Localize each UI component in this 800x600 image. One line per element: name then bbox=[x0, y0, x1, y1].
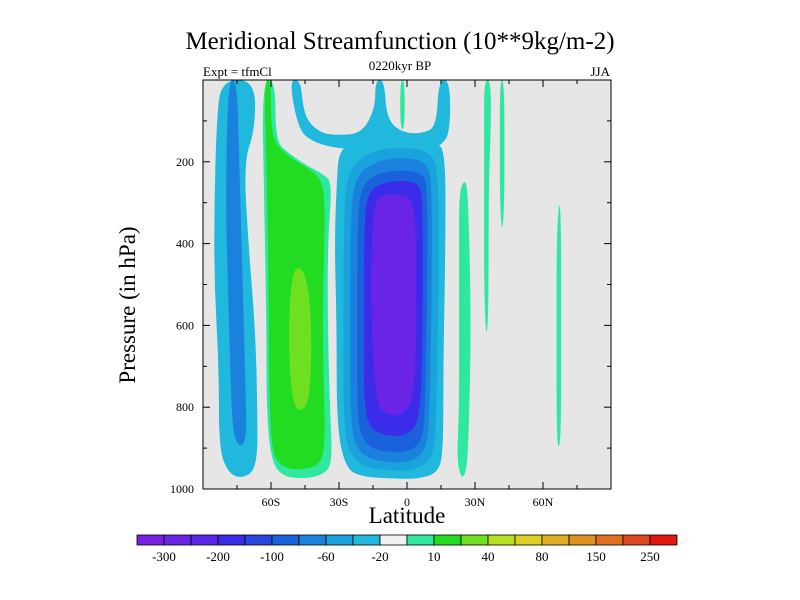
contour-tropical-cell-core bbox=[371, 194, 417, 416]
colorbar-box bbox=[433, 534, 462, 546]
subtitle-left: Expt = tfmCl bbox=[203, 64, 272, 79]
colorbar-box bbox=[568, 534, 597, 546]
colorbar-box bbox=[622, 534, 651, 546]
contour-nh-streak-1 bbox=[400, 80, 405, 130]
colorbar-box bbox=[406, 534, 435, 546]
colorbar-label: -20 bbox=[371, 549, 388, 564]
y-tick-label: 1000 bbox=[170, 482, 194, 496]
colorbar-box bbox=[271, 534, 300, 546]
contour-polar-cap bbox=[291, 80, 451, 152]
colorbar-box bbox=[244, 534, 273, 546]
colorbar-label: 10 bbox=[428, 549, 441, 564]
colorbar-label: 250 bbox=[640, 549, 660, 564]
colorbar-label: 150 bbox=[586, 549, 606, 564]
contour-nh-streak-5 bbox=[556, 205, 562, 447]
colorbar-box bbox=[298, 534, 327, 546]
contour-sh-outer-cell-core bbox=[226, 80, 247, 446]
colorbar-box bbox=[487, 534, 516, 546]
chart-title: Meridional Streamfunction (10**9kg/m-2) bbox=[185, 28, 615, 55]
x-tick-label: 60S bbox=[262, 495, 281, 509]
colorbar-label: 80 bbox=[536, 549, 549, 564]
x-tick-label: 60N bbox=[533, 495, 554, 509]
colorbar-label: -200 bbox=[206, 549, 230, 564]
colorbar-box bbox=[217, 534, 246, 546]
colorbar-label: -60 bbox=[317, 549, 334, 564]
colorbar-box bbox=[136, 534, 165, 546]
colorbar-box bbox=[460, 534, 489, 546]
x-tick-label: 0 bbox=[404, 495, 410, 509]
colorbar-box bbox=[352, 534, 381, 546]
subtitle-right: JJA bbox=[590, 64, 610, 79]
colorbar-box bbox=[595, 534, 624, 546]
colorbar-box bbox=[379, 534, 408, 546]
colorbar-label: -100 bbox=[260, 549, 284, 564]
colorbar-box bbox=[514, 534, 543, 546]
contour-sh-ferrel-cell-core bbox=[289, 268, 312, 410]
colorbar-label: 40 bbox=[482, 549, 495, 564]
colorbar-box bbox=[163, 534, 192, 546]
colorbar-label: -300 bbox=[152, 549, 176, 564]
x-tick-label: 30N bbox=[465, 495, 486, 509]
contour-nh-streak-2 bbox=[457, 182, 471, 477]
y-tick-label: 800 bbox=[176, 400, 194, 414]
subtitle-center: 0220kyr BP bbox=[368, 58, 432, 73]
colorbar-box bbox=[541, 534, 570, 546]
colorbar-box bbox=[325, 534, 354, 546]
colorbar-box bbox=[190, 534, 219, 546]
colorbar-box bbox=[649, 534, 678, 546]
contour-nh-streak-4 bbox=[499, 80, 505, 228]
contour-fills bbox=[214, 80, 562, 479]
x-axis-label: Latitude bbox=[368, 503, 446, 528]
contour-nh-streak-3 bbox=[484, 80, 491, 332]
x-tick-label: 30S bbox=[330, 495, 349, 509]
y-tick-label: 600 bbox=[176, 318, 194, 332]
y-tick-label: 400 bbox=[176, 237, 194, 251]
y-tick-label: 200 bbox=[176, 155, 194, 169]
